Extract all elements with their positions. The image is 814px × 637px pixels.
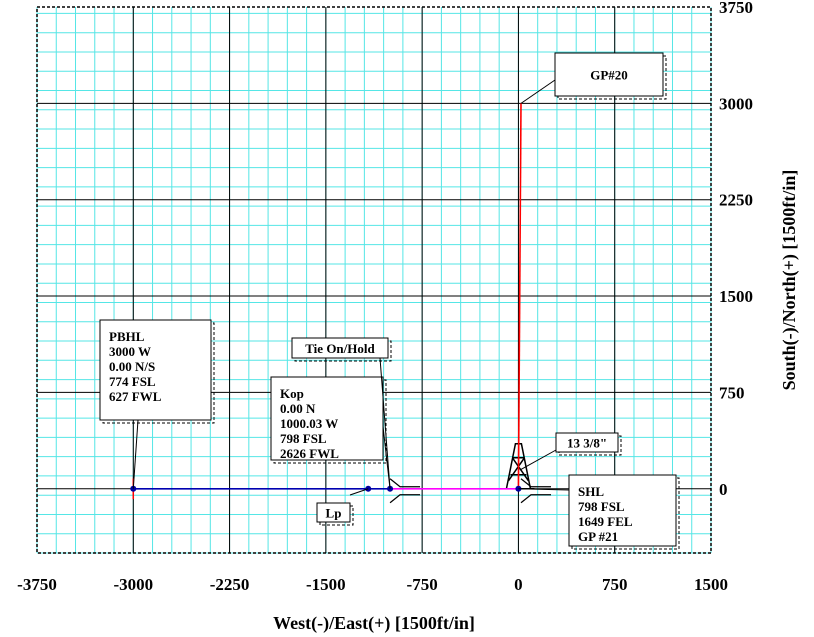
plot-frame	[36, 6, 712, 554]
casing-shoe-icon	[389, 478, 551, 504]
casing-shoe-upper	[520, 478, 551, 488]
callout-line: 3000 W	[109, 344, 151, 359]
callout-frame	[316, 502, 351, 523]
callout-frame	[554, 52, 664, 97]
callout-line: 1000.03 W	[280, 416, 338, 431]
y-tick-labels: 3750 3000 2250 1500 750 0	[719, 0, 753, 499]
callout-leader	[520, 449, 557, 470]
callout-leader	[349, 488, 369, 496]
callout-line: 798 FSL	[578, 499, 625, 514]
callout-line: 774 FSL	[109, 374, 156, 389]
callout-frame	[568, 474, 677, 547]
casing-shoe-lower	[520, 494, 551, 504]
callout-line: 798 FSL	[280, 431, 327, 446]
x-tick-label: -3750	[17, 575, 57, 594]
callout-box: 13 3/8"	[520, 432, 622, 470]
callout-line: 1649 FEL	[578, 514, 633, 529]
y-axis-title: South(-)/North(+) [1500ft/in]	[779, 170, 800, 391]
callout-line: Kop	[280, 386, 304, 401]
x-tick-label: -1500	[306, 575, 346, 594]
casing-shoe-upper	[389, 478, 421, 488]
y-tick-label: 750	[719, 383, 745, 402]
callout-line: 0.00 N	[280, 401, 316, 416]
callout-line: 627 FWL	[109, 389, 162, 404]
callout-box: Lp	[316, 488, 369, 526]
callout-line: PBHL	[109, 329, 145, 344]
callout-frame	[291, 337, 389, 359]
y-tick-label: 3000	[719, 94, 753, 113]
callout-frame	[555, 432, 619, 453]
casing-shoe-lower	[389, 494, 421, 504]
callout-line: GP#20	[590, 68, 628, 83]
callout-leader	[520, 79, 556, 104]
plot-background	[37, 7, 711, 553]
callout-line: SHL	[578, 484, 604, 499]
x-tick-label: -3000	[113, 575, 153, 594]
x-tick-label: 0	[514, 575, 523, 594]
callout-frame	[99, 319, 212, 421]
x-tick-label: 1500	[694, 575, 728, 594]
x-tick-label: -750	[407, 575, 438, 594]
well-path-line	[517, 103, 522, 489]
callout-box: GP#20	[520, 52, 667, 104]
callout-leader	[132, 419, 139, 489]
callout-frame	[270, 376, 384, 461]
callout-box: Tie On/Hold	[291, 337, 392, 489]
callout-leader	[379, 357, 391, 489]
y-tick-label: 2250	[719, 191, 753, 210]
callout-line: 13 3/8"	[567, 436, 607, 451]
y-tick-label: 0	[719, 480, 728, 499]
callout-line: Tie On/Hold	[305, 341, 375, 356]
x-tick-label: 750	[602, 575, 628, 594]
callout-leader	[518, 488, 570, 491]
y-tick-label: 3750	[719, 0, 753, 17]
x-axis-title: West(-)/East(+) [1500ft/in]	[273, 613, 475, 634]
y-tick-label: 1500	[719, 287, 753, 306]
callout-line: 2626 FWL	[280, 446, 339, 461]
x-tick-labels: -3750 -3000 -2250 -1500 -750 0 750 1500	[17, 575, 728, 594]
x-tick-label: -2250	[210, 575, 250, 594]
callout-line: 0.00 N/S	[109, 359, 155, 374]
callout-line: GP #21	[578, 529, 618, 544]
callout-line: Lp	[326, 506, 342, 521]
